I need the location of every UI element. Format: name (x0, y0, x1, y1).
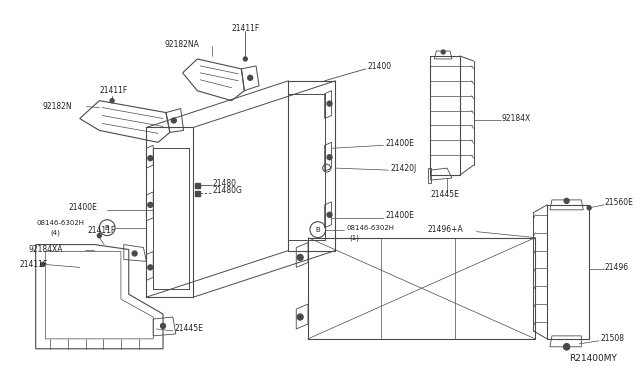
Text: B: B (105, 225, 109, 231)
Text: B: B (316, 227, 320, 232)
Circle shape (132, 251, 137, 256)
Text: 21411F: 21411F (99, 86, 127, 95)
Circle shape (327, 101, 332, 106)
Text: 21420J: 21420J (390, 164, 417, 173)
Text: 21400E: 21400E (385, 211, 414, 220)
Text: 92184X: 92184X (502, 114, 531, 123)
Circle shape (297, 254, 303, 260)
Text: 21400: 21400 (368, 62, 392, 71)
Text: 21411F: 21411F (232, 24, 260, 33)
Circle shape (564, 344, 570, 350)
Circle shape (441, 50, 445, 54)
Text: 92184XA: 92184XA (29, 245, 63, 254)
Text: 92182N: 92182N (42, 102, 72, 111)
Polygon shape (195, 191, 200, 196)
Circle shape (587, 206, 591, 210)
Circle shape (297, 314, 303, 320)
Circle shape (327, 155, 332, 160)
Text: 08146-6302H: 08146-6302H (36, 220, 84, 226)
Text: 08146-6302H: 08146-6302H (346, 225, 394, 231)
Circle shape (248, 76, 253, 80)
Circle shape (110, 99, 114, 103)
Text: 21560E: 21560E (605, 198, 634, 207)
Circle shape (564, 344, 570, 350)
Polygon shape (195, 183, 200, 188)
Circle shape (148, 202, 153, 207)
Text: 21400E: 21400E (68, 203, 97, 212)
Circle shape (148, 265, 153, 270)
Circle shape (97, 234, 101, 238)
Text: 21445E: 21445E (175, 324, 204, 333)
Text: 21445E: 21445E (431, 190, 460, 199)
Text: (4): (4) (51, 230, 60, 236)
Circle shape (161, 324, 166, 328)
Text: 21400E: 21400E (385, 139, 414, 148)
Text: 21411F: 21411F (19, 260, 47, 269)
Text: (1): (1) (349, 234, 359, 241)
Text: 21496+A: 21496+A (428, 225, 463, 234)
Text: 21480: 21480 (213, 179, 237, 187)
Text: R21400MY: R21400MY (570, 354, 618, 363)
Circle shape (40, 262, 45, 266)
Circle shape (327, 212, 332, 217)
Circle shape (564, 198, 569, 203)
Circle shape (148, 156, 153, 161)
Text: 21480G: 21480G (213, 186, 243, 195)
Text: 21411F: 21411F (88, 226, 116, 235)
Text: 21496: 21496 (605, 263, 629, 272)
Text: 92182NA: 92182NA (165, 39, 200, 49)
Circle shape (243, 57, 247, 61)
Text: 21508: 21508 (601, 334, 625, 343)
Circle shape (172, 118, 176, 123)
